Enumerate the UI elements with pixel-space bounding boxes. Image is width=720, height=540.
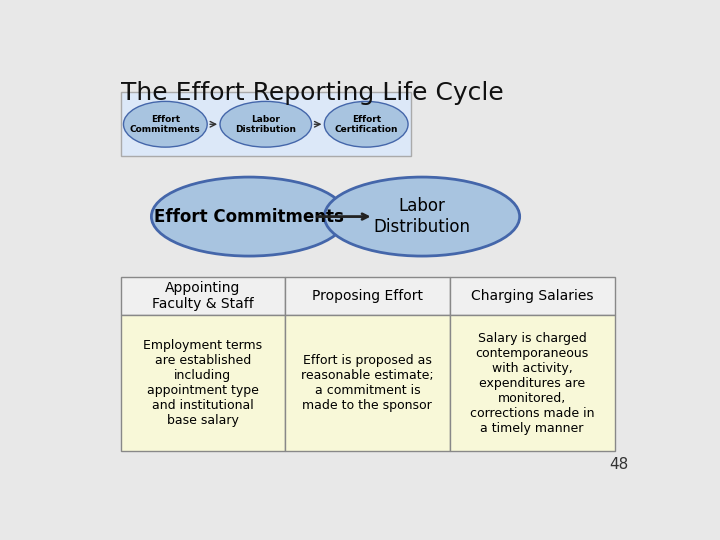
Bar [121, 92, 411, 156]
Bar [121, 315, 285, 451]
Text: Proposing Effort: Proposing Effort [312, 289, 423, 303]
Text: Effort is proposed as
reasonable estimate;
a commitment is
made to the sponsor: Effort is proposed as reasonable estimat… [301, 354, 433, 413]
Ellipse shape [220, 102, 312, 147]
Text: 48: 48 [609, 457, 629, 472]
Bar [285, 277, 449, 315]
Text: Employment terms
are established
including
appointment type
and institutional
ba: Employment terms are established includi… [143, 339, 263, 427]
Ellipse shape [124, 102, 207, 147]
Text: Effort Commitments: Effort Commitments [154, 207, 344, 226]
Text: The Effort Reporting Life Cycle: The Effort Reporting Life Cycle [121, 82, 503, 105]
Bar [449, 315, 615, 451]
Bar [449, 277, 615, 315]
Ellipse shape [324, 177, 520, 256]
Text: Effort
Certification: Effort Certification [335, 114, 398, 134]
Text: Effort
Commitments: Effort Commitments [130, 114, 201, 134]
Ellipse shape [151, 177, 346, 256]
Text: Labor
Distribution: Labor Distribution [374, 197, 470, 236]
Text: Labor
Distribution: Labor Distribution [235, 114, 296, 134]
Text: Charging Salaries: Charging Salaries [471, 289, 593, 303]
Bar [121, 277, 285, 315]
Bar [285, 315, 449, 451]
Ellipse shape [324, 102, 408, 147]
Text: Salary is charged
contemporaneous
with activity,
expenditures are
monitored,
cor: Salary is charged contemporaneous with a… [470, 332, 594, 435]
Text: Appointing
Faculty & Staff: Appointing Faculty & Staff [152, 281, 253, 311]
